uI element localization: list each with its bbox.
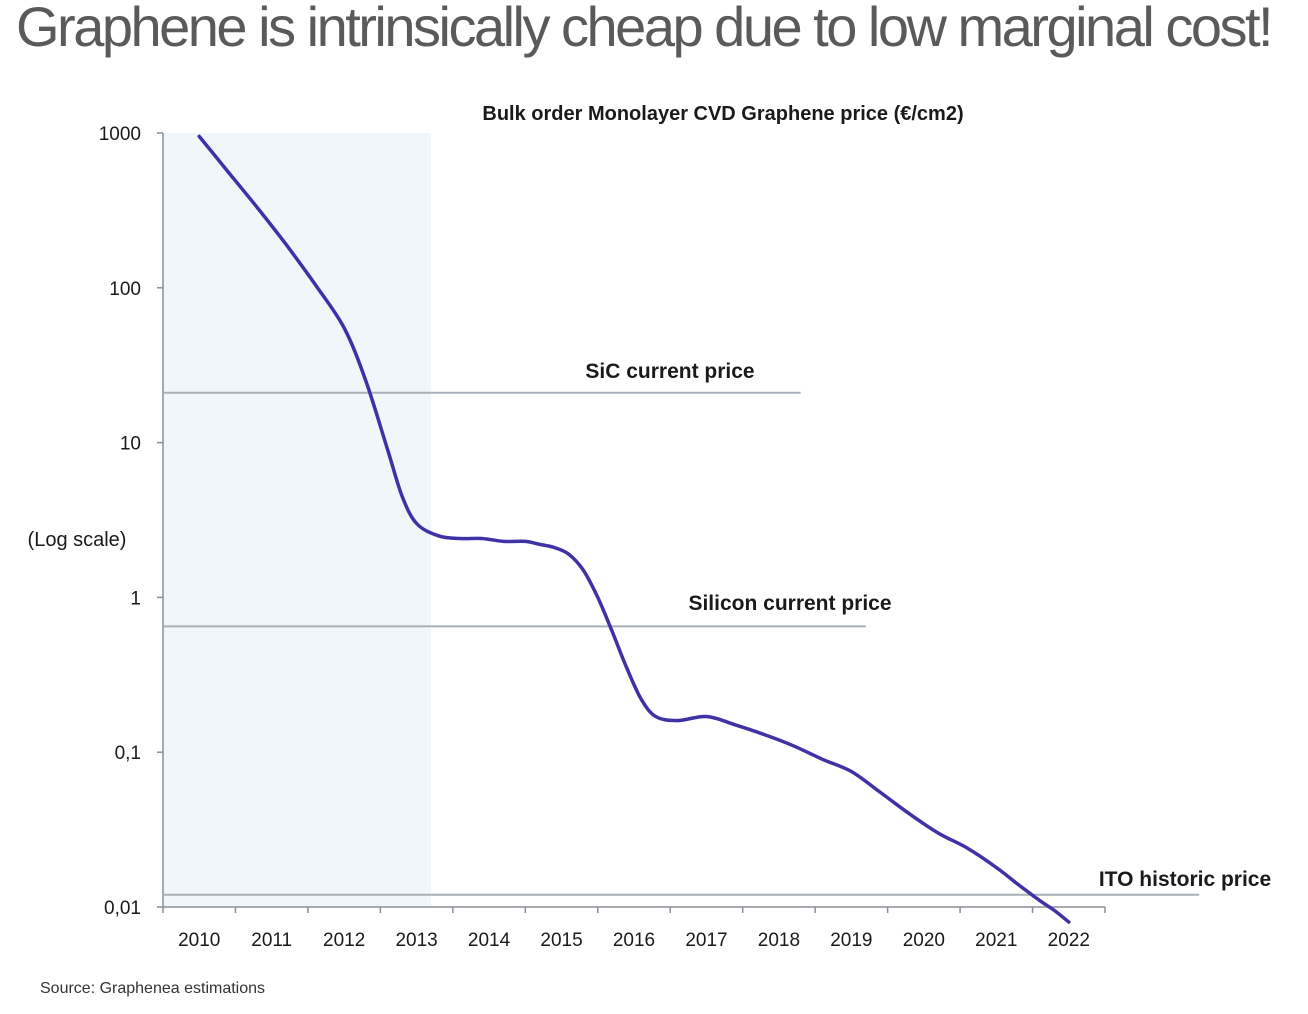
y-tick-label: 0,01 bbox=[104, 898, 141, 919]
x-tick-label: 2018 bbox=[758, 930, 800, 951]
x-tick-label: 2016 bbox=[613, 930, 655, 951]
source-note: Source: Graphenea estimations bbox=[40, 980, 266, 997]
x-tick-label: 2014 bbox=[468, 930, 511, 951]
chart-title: Bulk order Monolayer CVD Graphene price … bbox=[482, 103, 963, 125]
slide-headline: Graphene is intrinsically cheap due to l… bbox=[16, 0, 1274, 58]
x-tick-label: 2017 bbox=[685, 930, 727, 951]
x-tick-label: 2012 bbox=[323, 930, 365, 951]
reference-line-label: ITO historic price bbox=[1099, 868, 1271, 891]
price-series-line bbox=[197, 134, 1071, 924]
x-tick-label: 2021 bbox=[975, 930, 1017, 951]
y-tick-label: 10 bbox=[120, 434, 141, 455]
y-axis-label: (Log scale) bbox=[28, 529, 127, 551]
x-tick-label: 2020 bbox=[903, 930, 945, 951]
x-tick-label: 2019 bbox=[830, 930, 872, 951]
x-tick-label: 2010 bbox=[178, 930, 220, 951]
shaded-region bbox=[163, 133, 432, 907]
x-tick-label: 2013 bbox=[395, 930, 437, 951]
reference-line-label: Silicon current price bbox=[688, 592, 891, 615]
x-tick-label: 2015 bbox=[540, 930, 582, 951]
x-tick-label: 2011 bbox=[251, 930, 292, 951]
y-tick-label: 100 bbox=[109, 279, 141, 300]
y-tick-label: 0,1 bbox=[115, 743, 141, 764]
reference-line-label: SiC current price bbox=[585, 360, 754, 383]
x-tick-label: 2022 bbox=[1048, 930, 1090, 951]
y-tick-label: 1000 bbox=[99, 124, 141, 145]
y-tick-label: 1 bbox=[130, 588, 141, 609]
